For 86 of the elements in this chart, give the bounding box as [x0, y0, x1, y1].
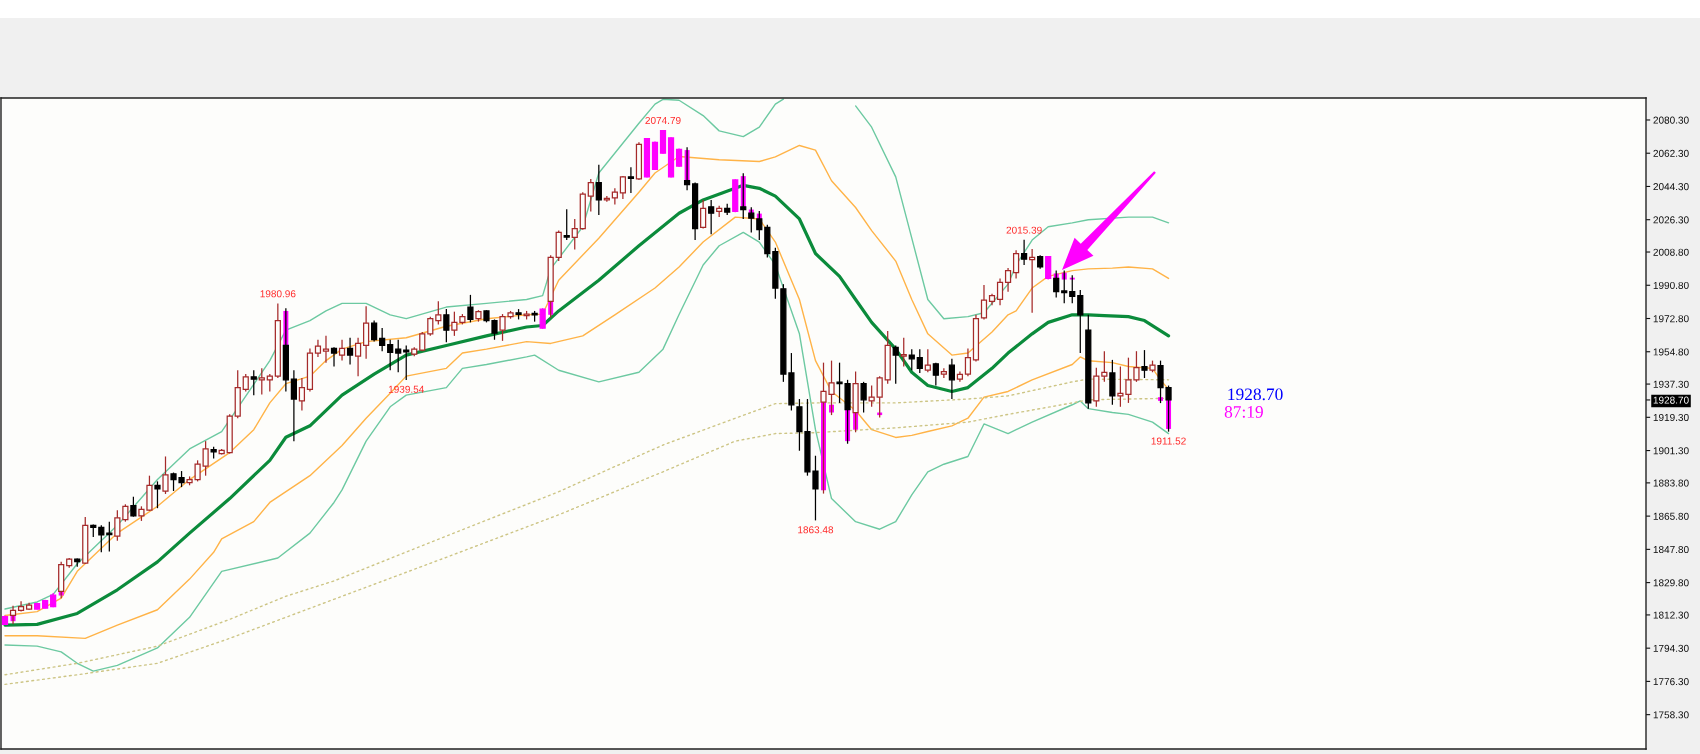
- y-tick-label: 1865.80: [1653, 512, 1689, 520]
- candlestick: [900, 337, 907, 368]
- candlestick: [948, 358, 956, 400]
- y-tick-label: 2044.30: [1653, 183, 1689, 191]
- candlestick: [1077, 289, 1084, 354]
- y-tick-label: 1829.80: [1653, 579, 1689, 587]
- y-tick-label: 1990.80: [1653, 281, 1689, 289]
- candlestick: [427, 316, 434, 337]
- candlestick: [1029, 248, 1036, 314]
- candlestick: [1101, 350, 1108, 383]
- candlestick: [1012, 249, 1020, 280]
- y-tick-label: 1776.30: [1653, 678, 1689, 686]
- candlestick: [387, 339, 394, 371]
- y-tick-label: 2008.80: [1653, 248, 1689, 256]
- candlestick: [1004, 267, 1012, 293]
- candlestick: [106, 521, 113, 553]
- y-tick-label: 2026.30: [1653, 216, 1689, 224]
- candlestick: [98, 524, 105, 553]
- candlestick: [330, 346, 338, 368]
- candlestick: [395, 339, 402, 373]
- candlestick: [1141, 349, 1148, 379]
- y-tick-label: 1812.30: [1653, 611, 1689, 619]
- y-tick-label: 1937.30: [1653, 380, 1689, 388]
- candlestick: [379, 327, 386, 352]
- candlestick: [362, 305, 370, 360]
- candlestick: [539, 307, 546, 330]
- candlestick: [563, 208, 570, 241]
- candlestick: [892, 344, 899, 385]
- candlestick: [403, 344, 410, 381]
- candlestick: [1020, 239, 1028, 266]
- candlestick: [371, 319, 378, 343]
- y-tick-label: 2080.30: [1653, 116, 1689, 124]
- y-tick-label: 1794.30: [1653, 644, 1689, 652]
- candlestick: [700, 199, 707, 230]
- candlestick: [611, 187, 618, 206]
- candlestick: [916, 348, 923, 374]
- candlestick: [443, 308, 450, 343]
- candlestick: [908, 348, 915, 371]
- candlestick: [708, 199, 715, 235]
- y-tick-label: 1883.80: [1653, 479, 1689, 487]
- candlestick: [659, 129, 667, 155]
- candlestick: [980, 284, 988, 321]
- candlestick: [114, 509, 121, 542]
- annotation: 2074.79: [645, 116, 681, 125]
- candlestick: [860, 381, 867, 414]
- candlestick: [17, 600, 25, 613]
- annotation: 1911.52: [1151, 437, 1186, 445]
- candlestick: [154, 480, 161, 509]
- candlestick: [258, 367, 265, 396]
- candlestick: [290, 369, 298, 442]
- candlestick: [346, 337, 354, 366]
- y-tick-label: 1901.30: [1653, 447, 1689, 455]
- candlestick: [130, 496, 137, 518]
- candlestick: [322, 335, 330, 364]
- candlestick: [467, 294, 474, 324]
- candlestick: [435, 300, 442, 326]
- line-series: [854, 105, 1170, 320]
- candlestick: [940, 367, 947, 379]
- candlestick: [595, 164, 602, 216]
- y-tick-label: 1954.80: [1653, 348, 1689, 356]
- candlestick: [338, 339, 346, 362]
- y-tick-label: 1928.70: [1653, 396, 1689, 404]
- candlestick: [619, 175, 627, 200]
- candlestick: [162, 455, 169, 495]
- y-tick-label: 1847.80: [1653, 546, 1689, 554]
- y-tick-label: 2062.30: [1653, 149, 1689, 157]
- annotation: 2015.39: [1006, 226, 1042, 234]
- annotation: 1980.96: [260, 290, 296, 298]
- annotation: 1928.70: [1228, 388, 1283, 401]
- candlestick: [587, 178, 594, 213]
- y-tick-label: 1919.30: [1653, 413, 1689, 422]
- candlestick: [250, 369, 257, 396]
- candlestick: [996, 277, 1004, 306]
- annotation: 87:19: [1224, 406, 1263, 418]
- candlestick: [354, 337, 362, 377]
- candlestick: [298, 377, 306, 412]
- candlestick: [627, 166, 635, 194]
- annotation: 1863.48: [798, 526, 834, 534]
- candlestick: [924, 348, 931, 373]
- y-tick-label: 1758.30: [1653, 711, 1689, 719]
- y-tick-label: 1972.80: [1653, 315, 1689, 323]
- candlestick: [868, 384, 875, 408]
- line-series: [4, 98, 785, 610]
- candlestick: [964, 347, 972, 377]
- candlestick: [1109, 359, 1116, 406]
- candlestick: [571, 218, 578, 251]
